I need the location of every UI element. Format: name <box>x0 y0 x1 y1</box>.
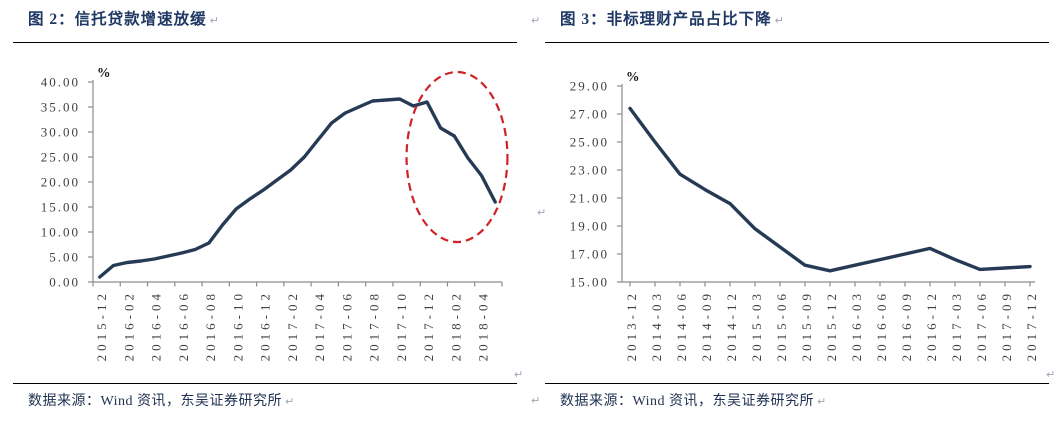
figure-3-panel: 图 3：非标理财产品占比下降 ↵ 15.00 17.00 19.00 21.00 23.0… <box>532 0 1064 431</box>
paragraph-mark-icon: ↵ <box>531 14 541 27</box>
paragraph-mark-icon: ↵ <box>285 395 295 408</box>
svg-text:2014-09: 2014-09 <box>699 290 714 361</box>
figure-2-title-text: 图 2：信托贷款增速放缓 <box>28 11 207 28</box>
paragraph-mark-icon: ↵ <box>209 14 220 27</box>
svg-text:30.00: 30.00 <box>41 125 80 140</box>
svg-text:%: % <box>626 69 640 84</box>
figure-2-line-chart: 0.00 5.00 10.00 15.00 20.00 25.00 30.00 35.00 40… <box>41 65 509 361</box>
svg-text:2016-02: 2016-02 <box>121 290 136 361</box>
figure-3-title-text: 图 3：非标理财产品占比下降 <box>560 11 772 28</box>
svg-text:2016-12: 2016-12 <box>258 290 273 361</box>
svg-text:2018-04: 2018-04 <box>476 290 491 361</box>
svg-text:29.00: 29.00 <box>570 79 609 94</box>
svg-text:2015-12: 2015-12 <box>824 290 839 361</box>
paragraph-mark-icon: ↵ <box>1046 368 1056 381</box>
svg-text:2016-06: 2016-06 <box>176 290 191 361</box>
figure-3-source: 数据来源：Wind 资讯，东吴证券研究所 ↵ <box>560 390 827 410</box>
figure-2-panel: 图 2：信托贷款增速放缓 ↵ 0.00 5.00 10.00 15.00 20.00 25.… <box>13 7 517 410</box>
paragraph-mark-icon: ↵ <box>537 206 547 219</box>
svg-text:20.00: 20.00 <box>41 175 80 190</box>
svg-text:2016-10: 2016-10 <box>230 290 245 361</box>
svg-text:2016-03: 2016-03 <box>849 290 864 361</box>
svg-text:10.00: 10.00 <box>41 225 80 240</box>
svg-text:27.00: 27.00 <box>570 107 609 122</box>
svg-text:2017-06: 2017-06 <box>974 290 989 361</box>
figure-3-line-chart: 15.00 17.00 19.00 21.00 23.00 25.00 27.00 29.00… <box>570 69 1039 361</box>
paragraph-mark-icon: ↵ <box>817 395 827 408</box>
svg-text:2014-12: 2014-12 <box>724 290 739 361</box>
svg-text:2015-03: 2015-03 <box>749 290 764 361</box>
svg-text:2017-08: 2017-08 <box>367 290 382 361</box>
svg-text:2014-03: 2014-03 <box>649 290 664 361</box>
svg-text:2017-12: 2017-12 <box>421 290 436 361</box>
svg-text:2016-12: 2016-12 <box>924 290 939 361</box>
svg-text:2016-09: 2016-09 <box>899 290 914 361</box>
svg-text:2014-06: 2014-06 <box>674 290 689 361</box>
svg-text:2017-06: 2017-06 <box>339 290 354 361</box>
figure-2-source-divider <box>13 383 517 384</box>
svg-text:19.00: 19.00 <box>570 219 609 234</box>
svg-text:2017-03: 2017-03 <box>949 290 964 361</box>
svg-text:2015-09: 2015-09 <box>799 290 814 361</box>
paragraph-mark-icon: ↵ <box>531 394 541 407</box>
paragraph-mark-icon: ↵ <box>514 368 524 381</box>
svg-text:2015-12: 2015-12 <box>94 290 109 361</box>
svg-text:2017-04: 2017-04 <box>312 290 327 361</box>
svg-text:2017-09: 2017-09 <box>999 290 1014 361</box>
svg-text:2018-02: 2018-02 <box>448 290 463 361</box>
svg-text:35.00: 35.00 <box>41 100 80 115</box>
svg-text:2015-06: 2015-06 <box>774 290 789 361</box>
svg-text:25.00: 25.00 <box>41 150 80 165</box>
figure-2-source: 数据来源：Wind 资讯，东吴证券研究所 ↵ <box>28 390 295 410</box>
svg-text:2017-10: 2017-10 <box>394 290 409 361</box>
paragraph-mark-icon: ↵ <box>774 14 785 27</box>
svg-text:%: % <box>97 65 111 80</box>
svg-text:0.00: 0.00 <box>49 275 80 290</box>
svg-text:21.00: 21.00 <box>570 191 609 206</box>
svg-text:2017-02: 2017-02 <box>285 290 300 361</box>
figure-3-title-divider <box>545 42 1049 43</box>
figure-3-title: 图 3：非标理财产品占比下降 ↵ <box>560 7 785 29</box>
figure-2-title-divider <box>13 42 517 43</box>
svg-text:40.00: 40.00 <box>41 75 80 90</box>
svg-text:2017-12: 2017-12 <box>1024 290 1039 361</box>
figure-2-source-text: 数据来源：Wind 资讯，东吴证券研究所 <box>28 394 283 409</box>
svg-text:5.00: 5.00 <box>49 250 80 265</box>
svg-text:23.00: 23.00 <box>570 163 609 178</box>
svg-text:2016-04: 2016-04 <box>149 290 164 361</box>
svg-text:2016-08: 2016-08 <box>203 290 218 361</box>
svg-text:17.00: 17.00 <box>570 247 609 262</box>
figure-3-source-divider <box>545 383 1049 384</box>
svg-text:15.00: 15.00 <box>570 275 609 290</box>
svg-text:2013-12: 2013-12 <box>624 290 639 361</box>
figure-3-source-text: 数据来源：Wind 资讯，东吴证券研究所 <box>560 394 815 409</box>
svg-text:2016-06: 2016-06 <box>874 290 889 361</box>
figure-2-title: 图 2：信托贷款增速放缓 ↵ <box>28 7 220 29</box>
svg-text:15.00: 15.00 <box>41 200 80 215</box>
svg-text:25.00: 25.00 <box>570 135 609 150</box>
